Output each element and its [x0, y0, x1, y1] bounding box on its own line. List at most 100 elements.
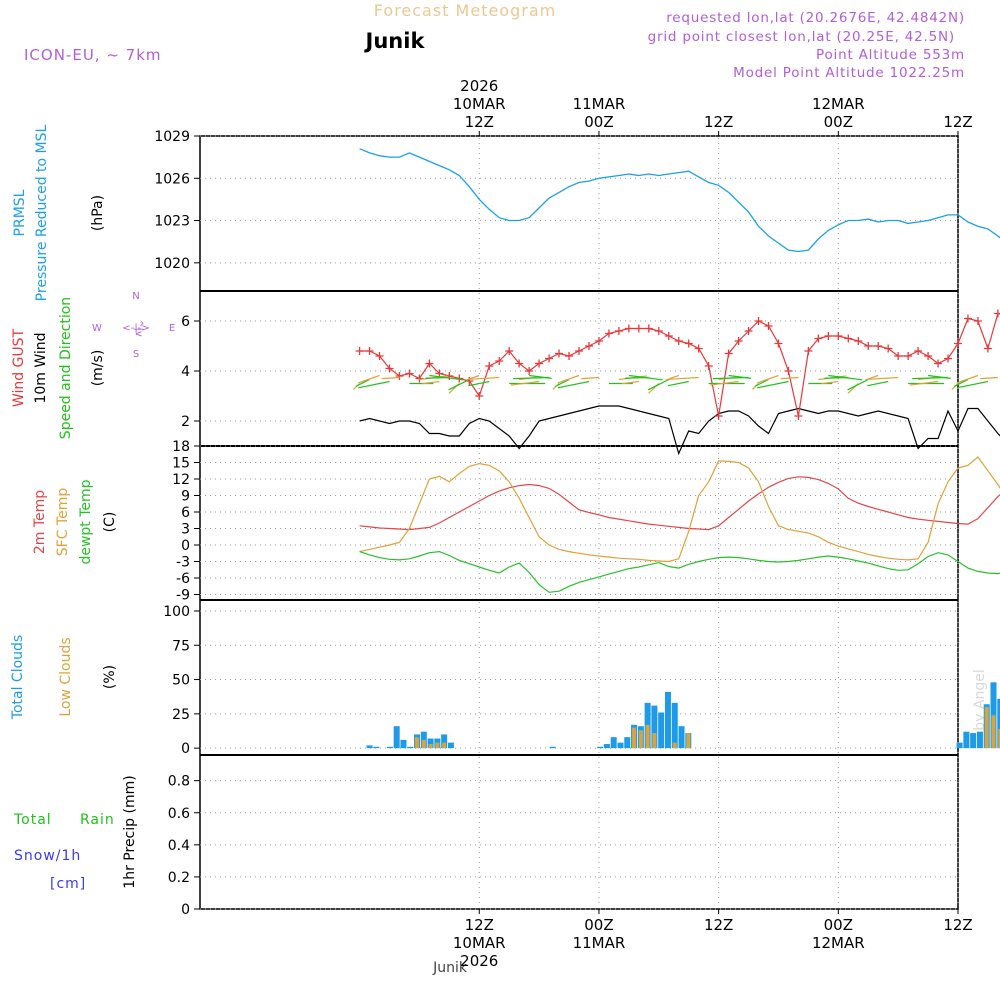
y-tick-label: 6 — [181, 314, 190, 330]
wind-direction-arrow — [956, 380, 989, 389]
total-cloud-bar — [624, 737, 631, 749]
wind-direction-arrow — [667, 380, 689, 387]
wind-direction-arrow — [669, 376, 699, 380]
y-tick-label: 12 — [172, 472, 190, 488]
top-time-label: 12Z — [704, 113, 733, 131]
precip-labels: Total Rain Snow/1h [cm] 1hr Precip (mm) — [13, 775, 138, 892]
wind-direction-arrow — [510, 380, 540, 386]
low-cloud-bar — [645, 724, 650, 749]
compass-west: W — [92, 323, 102, 334]
total-cloud-bar — [610, 737, 617, 749]
wind-direction-arrow — [710, 380, 739, 386]
wind-direction-arrow — [824, 376, 849, 379]
dewpt-label: dewpt Temp — [78, 479, 94, 564]
dewpoint-line — [359, 550, 1000, 593]
sfc-temp-label: SFC Temp — [55, 488, 71, 557]
top-time-label: 12Z — [943, 113, 972, 131]
total-clouds-label: Total Clouds — [10, 635, 26, 720]
y-tick-label: 0.8 — [168, 774, 190, 790]
footer-location: Junik — [432, 960, 468, 976]
snow-unit-label: [cm] — [50, 876, 86, 892]
y-tick-label: 100 — [163, 604, 190, 620]
total-cloud-bar — [427, 738, 434, 749]
gust-marker — [784, 367, 793, 375]
y-tick-label: 0.6 — [168, 806, 190, 822]
gust-marker — [864, 342, 873, 350]
gust-marker — [535, 359, 544, 368]
wind-direction-arrow — [581, 376, 599, 380]
wind-direction-arrow — [647, 378, 670, 391]
total-cloud-bar — [447, 742, 454, 749]
top-date-label: 12MAR — [812, 95, 865, 113]
gust-marker — [904, 352, 913, 360]
gust-marker — [884, 344, 893, 353]
wind-direction-arrow — [821, 380, 839, 385]
pressure-line — [359, 148, 1000, 253]
requested-coords: requested lon,lat (20.2676E, 42.4842N) — [666, 10, 965, 26]
total-cloud-bar — [678, 726, 685, 749]
gust-marker — [565, 352, 574, 360]
low-cloud-bar — [415, 737, 420, 749]
wind-direction-arrow — [422, 380, 440, 385]
gust-marker — [614, 327, 623, 335]
gust-marker — [395, 372, 404, 380]
total-cloud-bar — [373, 746, 380, 749]
y-tick-label: 1023 — [154, 214, 190, 230]
gust-marker — [944, 354, 953, 363]
y-tick-label: 0.4 — [168, 838, 190, 854]
gust-marker — [365, 347, 374, 355]
y-tick-label: 6 — [181, 505, 190, 521]
bottom-time-label: 00Z — [584, 916, 613, 934]
sfc-temp-line — [359, 456, 1000, 563]
temp-2m-line — [359, 476, 1000, 531]
total-cloud-bar — [671, 702, 678, 749]
wind-unit-label: (m/s) — [90, 350, 106, 387]
wind-direction-arrow — [466, 374, 480, 381]
model-name: ICON-EU, ~ 7km — [24, 46, 162, 64]
wind-direction-arrow — [448, 378, 470, 391]
gust-marker — [694, 344, 703, 353]
wind-direction-arrow — [624, 376, 649, 379]
total-label: Total — [13, 812, 52, 828]
y-axes: 1020102310261029246-9-6-3036912151802550… — [154, 129, 200, 918]
wind-direction-arrow — [847, 378, 869, 391]
gust-marker — [485, 362, 494, 370]
clouds-unit-label: (%) — [102, 665, 118, 689]
wind-direction-arrow — [980, 376, 998, 380]
gust-marker — [594, 337, 603, 345]
bottom-date-label: 12MAR — [812, 934, 865, 952]
wind-direction-arrow — [358, 380, 390, 389]
top-year-label: 2026 — [460, 77, 498, 95]
top-time-label: 00Z — [584, 113, 613, 131]
gust-marker — [754, 317, 763, 325]
low-cloud-bar — [632, 727, 637, 749]
gust-marker — [495, 357, 504, 365]
wind-direction-arrow — [912, 376, 949, 380]
low-cloud-bar — [686, 733, 691, 749]
gust-marker — [375, 352, 384, 360]
low-cloud-bar — [435, 742, 440, 749]
gust-marker — [505, 347, 514, 355]
bottom-year-label: 2026 — [460, 952, 498, 970]
top-date-label: 11MAR — [573, 95, 626, 113]
wind-direction-arrow — [780, 376, 799, 380]
gust-marker — [604, 329, 613, 338]
gust-marker — [774, 339, 783, 348]
precip-unit-label: 1hr Precip (mm) — [122, 775, 138, 888]
y-tick-label: 0 — [181, 902, 190, 918]
gust-marker — [973, 317, 982, 325]
compass-horizontal-arrows: <-|-> — [122, 323, 149, 334]
gust-marker — [355, 347, 364, 355]
gust-marker — [794, 412, 803, 420]
wind-direction-arrow — [754, 378, 769, 387]
plot-frame — [199, 135, 959, 910]
wind-direction-arrow — [355, 378, 370, 387]
low-cloud-bar — [428, 744, 433, 749]
gust-marker — [654, 327, 663, 335]
y-tick-label: 1020 — [154, 256, 190, 272]
gust-marker — [874, 342, 883, 350]
wind10m-label: 10m Wind — [33, 332, 49, 403]
gust-marker — [714, 412, 723, 420]
wind-labels: Wind GUST 10m Wind Speed and Direction (… — [11, 291, 175, 439]
wind-direction-arrow — [868, 376, 899, 380]
